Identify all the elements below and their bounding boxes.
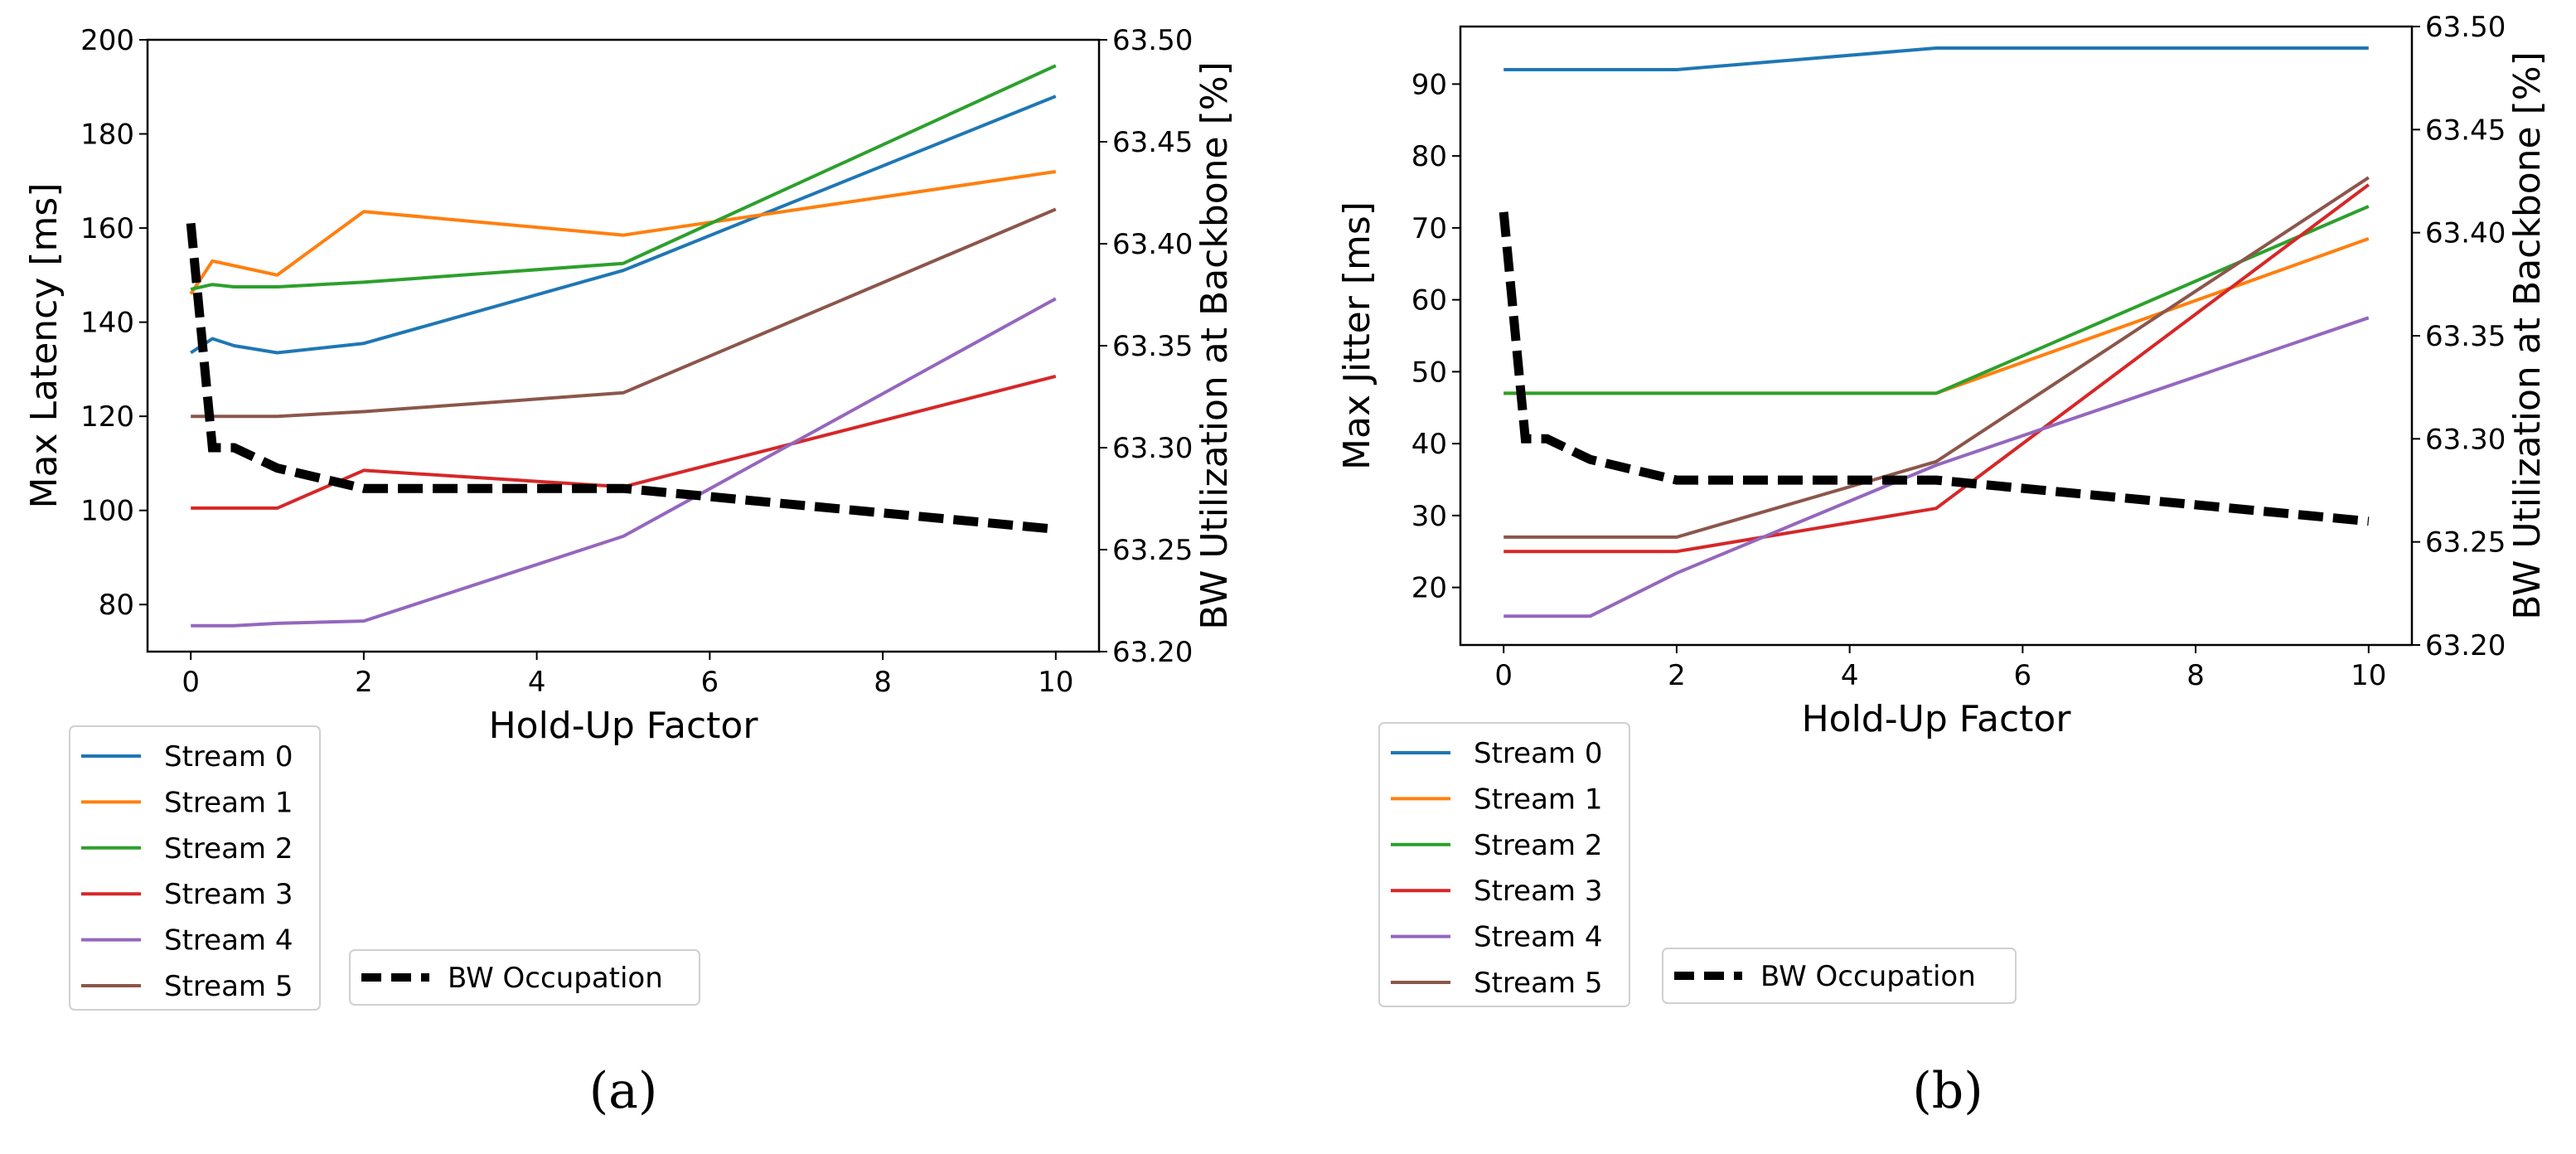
legend-label: Stream 5 <box>1474 967 1602 1000</box>
plot-frame <box>146 38 1101 653</box>
y2-tick-label: 63.50 <box>2425 11 2506 44</box>
y-axis-label: Max Latency [ms] <box>23 183 65 509</box>
y-tick-label: 80 <box>1411 140 1447 173</box>
legend-label: Stream 4 <box>164 924 293 958</box>
y2-tick-label: 63.35 <box>1112 330 1193 363</box>
legend-bw-occupation: BW Occupation <box>349 949 700 1006</box>
legend-label: BW Occupation <box>1760 960 1976 993</box>
y-tick-label: 60 <box>1411 284 1447 318</box>
y2-tick-label: 63.30 <box>1112 432 1193 465</box>
legend-label: Stream 3 <box>164 878 293 911</box>
x-tick-label: 4 <box>1841 659 1859 692</box>
x-tick-label: 0 <box>1494 659 1513 692</box>
y-tick-label: 160 <box>80 212 134 245</box>
legend-label: Stream 0 <box>164 740 293 773</box>
x-tick-label: 6 <box>701 666 719 699</box>
x-tick-label: 10 <box>1038 666 1073 699</box>
x-tick-label: 0 <box>182 666 200 699</box>
y2-tick-label: 63.20 <box>2425 629 2506 662</box>
legend-streams: Stream 0 Stream 1 Stream 2 Stream 3 Stream 4… <box>69 725 321 1011</box>
series-line-stream-5 <box>1503 176 2370 539</box>
y-tick-label: 100 <box>80 495 134 528</box>
x-tick-label: 8 <box>874 666 892 699</box>
x-axis-label: Hold-Up Factor <box>489 705 759 747</box>
legend-label: Stream 4 <box>1474 921 1602 954</box>
y2-tick-label: 63.45 <box>2425 114 2506 147</box>
y2-tick-label: 63.40 <box>1112 228 1193 261</box>
y-tick-label: 50 <box>1411 356 1447 389</box>
legend-box <box>349 949 700 1006</box>
legend-label: Stream 1 <box>164 786 293 819</box>
y2-tick-label: 63.25 <box>2425 526 2506 560</box>
legend-label: Stream 5 <box>164 970 293 1003</box>
legend-bw-occupation: BW Occupation <box>1662 948 2017 1004</box>
chart-panel-b: 0 2 4 6 8 10 20 30 40 50 60 70 80 90 63.20 63.25 63.30 63… <box>1336 11 2549 1120</box>
series-line-stream-2 <box>1503 205 2370 395</box>
series-line-bw-occupation <box>1499 211 2370 526</box>
series-line-stream-1 <box>189 170 1057 295</box>
series-line-bw-occupation <box>186 222 1057 534</box>
y2-tick-label: 63.40 <box>2425 217 2506 250</box>
y2-tick-label: 63.20 <box>1112 636 1193 669</box>
y-tick-label: 80 <box>99 589 134 622</box>
y-tick-label: 30 <box>1411 500 1447 533</box>
x-tick-label: 6 <box>2014 659 2032 692</box>
x-tick-label: 2 <box>1668 659 1686 692</box>
y2-tick-label: 63.25 <box>1112 534 1193 567</box>
series-line-stream-3 <box>1503 183 2370 554</box>
x-tick-label: 8 <box>2186 659 2205 692</box>
panel-caption: (b) <box>1912 1062 1983 1120</box>
y-tick-label: 70 <box>1411 212 1447 245</box>
y-axis-label: Max Jitter [ms] <box>1336 201 1378 470</box>
y2-tick-label: 63.45 <box>1112 126 1193 159</box>
series-line-stream-4 <box>1503 316 2370 618</box>
series-line-stream-5 <box>191 207 1057 419</box>
legend-label: Stream 2 <box>1474 829 1602 862</box>
legend-box <box>1662 948 2017 1004</box>
x-tick-label: 4 <box>528 666 546 699</box>
y2-tick-label: 63.35 <box>2425 320 2506 353</box>
x-tick-label: 2 <box>355 666 373 699</box>
y-tick-label: 140 <box>80 307 134 340</box>
series-line-stream-2 <box>190 64 1057 291</box>
legend-label: Stream 1 <box>1474 783 1602 816</box>
y-tick-label: 180 <box>80 119 134 152</box>
x-tick-label: 10 <box>2351 659 2386 692</box>
series-line-stream-0 <box>1503 46 2369 71</box>
y2-tick-label: 63.30 <box>2425 423 2506 456</box>
legend-label: BW Occupation <box>448 962 663 995</box>
panel-caption: (a) <box>589 1062 658 1120</box>
legend-streams: Stream 0 Stream 1 Stream 2 Stream 3 Stream 4… <box>1378 722 1630 1007</box>
legend-label: Stream 2 <box>164 832 293 865</box>
series-line-stream-0 <box>190 95 1057 355</box>
legend-label: Stream 0 <box>1474 737 1602 770</box>
chart-panel-a: 0 2 4 6 8 10 80 100 120 140 160 180 200 63.20 63.25 63.… <box>23 24 1236 1120</box>
y-tick-label: 20 <box>1411 572 1447 605</box>
legend-label: Stream 3 <box>1474 875 1602 908</box>
y-tick-label: 120 <box>80 400 134 434</box>
y2-tick-label: 63.50 <box>1112 24 1193 57</box>
y-tick-label: 200 <box>80 24 134 57</box>
x-axis-label: Hold-Up Factor <box>1802 698 2072 740</box>
y-tick-label: 90 <box>1411 68 1447 101</box>
y2-axis-label: BW Utilization at Backbone [%] <box>2506 51 2549 620</box>
series-line-stream-4 <box>191 297 1057 628</box>
y2-axis-label: BW Utilization at Backbone [%] <box>1194 61 1236 630</box>
y-tick-label: 40 <box>1411 428 1447 461</box>
